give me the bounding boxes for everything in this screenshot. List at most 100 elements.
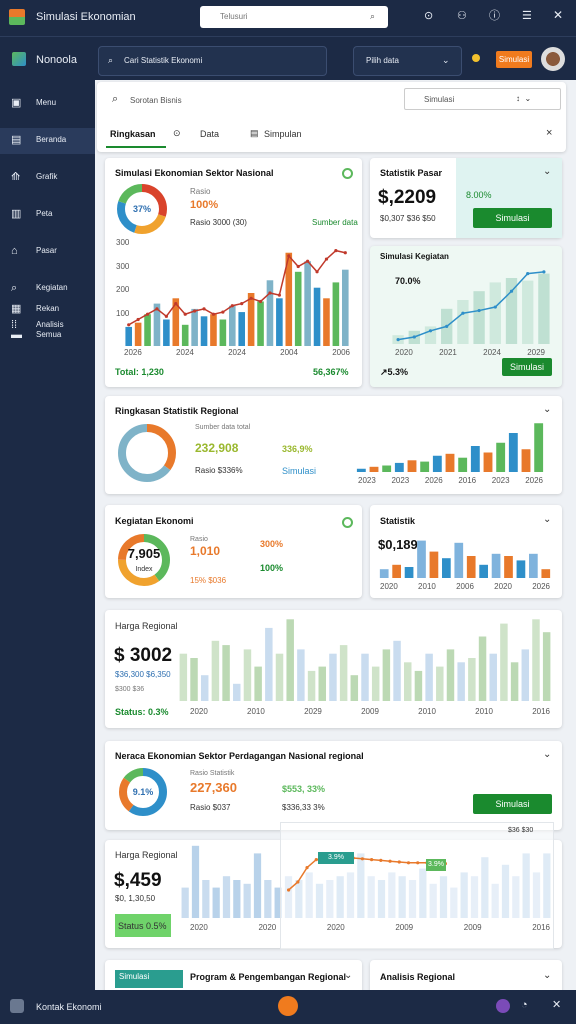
nav-item[interactable]: Menu xyxy=(36,98,57,107)
search-placeholder: Telusuri xyxy=(220,12,248,21)
nav-item[interactable]: Beranda xyxy=(36,135,67,144)
bar xyxy=(445,453,455,472)
value: 232,908 xyxy=(195,441,239,455)
nav-button[interactable]: Simulasi xyxy=(496,51,532,68)
line-label: 3.9% xyxy=(426,859,446,871)
tab[interactable]: Ringkasan xyxy=(110,129,156,139)
close-icon[interactable]: ✕ xyxy=(553,8,564,22)
status: Status: 0.3% xyxy=(115,707,169,717)
footer-contact[interactable]: Kontak Ekonomi xyxy=(36,1002,102,1012)
tick-label: 2020 xyxy=(494,582,512,591)
button[interactable]: Simulasi xyxy=(502,358,552,376)
icon[interactable]: ◔ xyxy=(521,999,528,1011)
tick-label: 2016 xyxy=(532,923,550,932)
value: $,2209 xyxy=(378,187,437,208)
tick-label: 2009 xyxy=(463,923,482,932)
bar xyxy=(163,319,170,346)
line-point xyxy=(428,329,433,333)
line-point xyxy=(287,254,291,258)
bar xyxy=(404,662,412,701)
bar xyxy=(429,551,439,578)
icon[interactable]: ⚇ xyxy=(457,10,467,22)
card-title: Harga Regional xyxy=(115,621,178,631)
icon[interactable]: ⓘ xyxy=(489,10,500,22)
link[interactable]: Simulasi xyxy=(282,466,317,476)
note: Rasio $336% xyxy=(195,466,243,475)
line-point xyxy=(230,304,234,308)
chart xyxy=(379,540,551,578)
bar xyxy=(404,567,414,578)
nav-icon: ⌂ xyxy=(11,245,18,257)
bar xyxy=(496,442,506,472)
close-icon[interactable]: ✕ xyxy=(552,999,562,1011)
avatar[interactable] xyxy=(541,47,565,71)
bar xyxy=(510,662,519,701)
nav-item[interactable]: Kegiatan xyxy=(36,283,68,292)
bar xyxy=(307,670,316,701)
nav-item[interactable]: Grafik xyxy=(36,172,58,181)
bar xyxy=(238,312,246,346)
card-title: Kegiatan Ekonomi xyxy=(115,516,194,526)
icon[interactable] xyxy=(496,999,510,1013)
button[interactable]: Simulasi xyxy=(473,208,552,228)
bar xyxy=(356,468,366,472)
nav-item[interactable]: Peta xyxy=(36,209,53,218)
bar xyxy=(394,462,404,472)
bar xyxy=(521,649,530,701)
bar xyxy=(191,845,200,918)
close[interactable]: × xyxy=(546,127,553,139)
nav-item[interactable]: Pasar xyxy=(36,246,57,255)
tick-label: 2016 xyxy=(458,476,477,485)
line-point xyxy=(477,308,481,313)
bar xyxy=(181,887,189,918)
bar xyxy=(265,627,273,701)
donut xyxy=(119,768,167,816)
search-box[interactable] xyxy=(200,6,388,28)
bar xyxy=(243,883,251,918)
bar xyxy=(294,271,302,346)
filter-input[interactable] xyxy=(404,88,561,110)
nav-item[interactable]: Rekan xyxy=(36,304,60,313)
tab-underline xyxy=(106,146,166,148)
stat: 70.0% xyxy=(395,276,421,286)
nav-search[interactable] xyxy=(98,46,327,76)
tick-label: 2026 xyxy=(424,476,443,485)
tab[interactable]: Data xyxy=(200,129,220,139)
notification[interactable] xyxy=(472,54,480,62)
note: 15% $036 xyxy=(190,576,227,585)
line-point xyxy=(334,249,338,253)
stat: $553, 33% xyxy=(282,784,326,794)
tick-label: 200 xyxy=(116,285,130,295)
bar xyxy=(144,314,151,346)
card-title: Simulasi Ekonomian Sektor Nasional xyxy=(115,168,274,178)
sidebar xyxy=(0,80,95,990)
tick-label: 2010 xyxy=(418,582,436,591)
input-icons: ↕ ⌄ xyxy=(516,94,532,103)
icon[interactable]: ☰ xyxy=(522,10,532,22)
donut-segment xyxy=(117,184,167,234)
line-point xyxy=(136,317,140,322)
line-point xyxy=(268,291,272,295)
line-point xyxy=(360,857,364,861)
bar xyxy=(457,662,465,701)
bar xyxy=(332,282,340,346)
nav-item[interactable]: Semua xyxy=(36,330,62,339)
icon[interactable]: ⊙ xyxy=(424,10,434,22)
bar xyxy=(483,452,493,472)
bar xyxy=(432,455,442,472)
button[interactable]: Simulasi xyxy=(473,794,552,814)
line-point xyxy=(287,888,291,892)
dropdown[interactable] xyxy=(353,46,462,76)
bar xyxy=(190,658,198,701)
fab[interactable] xyxy=(278,996,298,1016)
line-point xyxy=(240,302,244,306)
sub: $0,307 $36 $50 xyxy=(380,214,436,223)
bar xyxy=(318,666,326,701)
bar xyxy=(233,683,241,701)
nav-item[interactable]: Analisis xyxy=(36,320,64,329)
search-icon[interactable]: ⌕ xyxy=(370,11,376,21)
line-point xyxy=(145,312,150,316)
line xyxy=(288,857,446,891)
line-point xyxy=(445,324,449,328)
tab[interactable]: Simpulan xyxy=(264,129,302,139)
